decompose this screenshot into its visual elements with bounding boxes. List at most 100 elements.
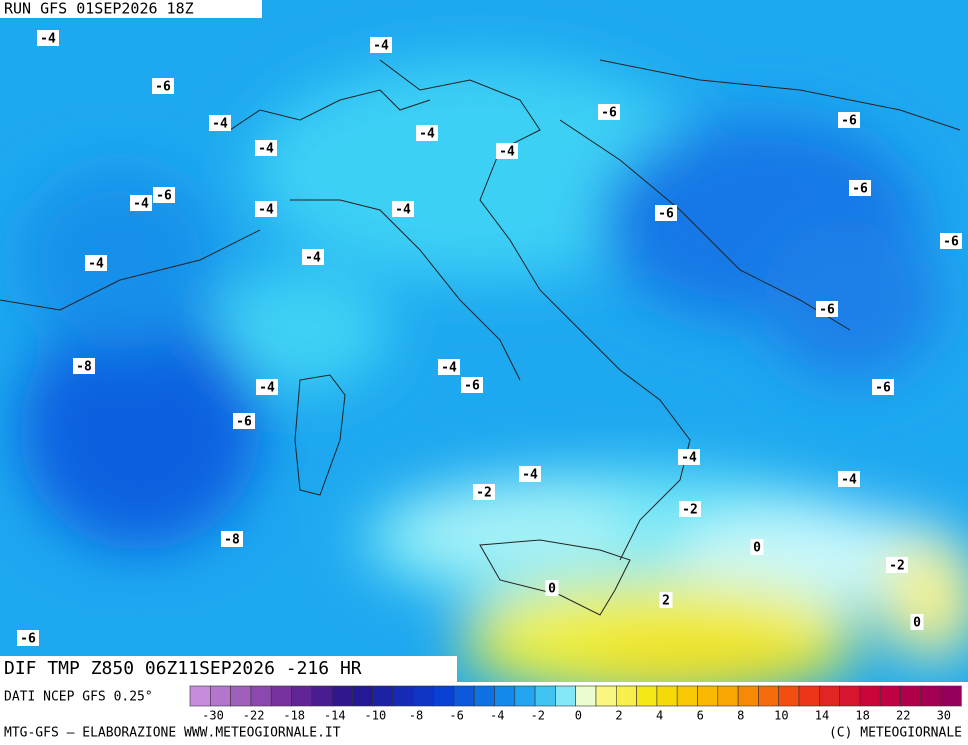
contour-label: -4 bbox=[681, 451, 697, 466]
contour-label: -4 bbox=[499, 145, 515, 160]
contour-label: -4 bbox=[419, 127, 435, 142]
contour-label-box bbox=[255, 140, 277, 156]
contour-label: -4 bbox=[40, 32, 56, 47]
contour-label: 0 bbox=[548, 582, 556, 597]
contour-label-box bbox=[370, 37, 392, 53]
colorbar-swatch bbox=[372, 685, 394, 707]
contour-label-box bbox=[496, 143, 518, 159]
colorbar-swatch bbox=[210, 685, 231, 707]
contour-label-box bbox=[233, 413, 255, 429]
colorbar-label: 10 bbox=[774, 709, 788, 723]
contour-label-box bbox=[598, 104, 620, 120]
contour-label: -4 bbox=[841, 473, 857, 488]
contour-label-box bbox=[678, 449, 700, 465]
contour-label: -6 bbox=[658, 207, 674, 222]
contour-label: -4 bbox=[258, 142, 274, 157]
colorbar-label: -2 bbox=[531, 709, 545, 723]
colorbar-label: -10 bbox=[365, 709, 387, 723]
colorbar-swatch bbox=[189, 685, 211, 707]
contour-labels: -4 -4 -6 -4 -4 -6 -6 -4 -4 -6 -4 -4 -4 -6 -6 -6 -4 -4 -6 -8… bbox=[17, 30, 962, 647]
contour-label-box bbox=[302, 249, 324, 265]
contour-label-box bbox=[655, 205, 677, 221]
contour-label: -8 bbox=[224, 533, 240, 548]
colorbar-label: 0 bbox=[575, 709, 582, 723]
contour-label: -6 bbox=[852, 182, 868, 197]
colorbar-label: 14 bbox=[815, 709, 829, 723]
contour-label: -2 bbox=[476, 486, 492, 501]
contour-label-box bbox=[849, 180, 871, 196]
contour-label: -4 bbox=[522, 468, 538, 483]
contour-label: -6 bbox=[464, 379, 480, 394]
contour-label-box bbox=[940, 233, 962, 249]
colorbar-label: -30 bbox=[202, 709, 224, 723]
contour-label: -6 bbox=[841, 114, 857, 129]
colorbar: -30 -22 -18 -14 -10 -8 -6 -4 -2 0 2 4 6 8 10 14 18 22 30 bbox=[189, 685, 962, 723]
contour-label: -6 bbox=[236, 415, 252, 430]
contour-label-box bbox=[838, 471, 860, 487]
colorbar-label: -6 bbox=[449, 709, 463, 723]
contour-label: -6 bbox=[601, 106, 617, 121]
contour-label-box bbox=[872, 379, 894, 395]
colorbar-swatch bbox=[656, 685, 678, 707]
colorbar-swatch bbox=[818, 685, 840, 707]
contour-label: -4 bbox=[133, 197, 149, 212]
contour-label: -4 bbox=[441, 361, 457, 376]
contour-label: -6 bbox=[156, 189, 172, 204]
colorbar-swatch bbox=[737, 685, 759, 707]
colorbar-swatch bbox=[636, 685, 658, 707]
colorbar-label: 6 bbox=[697, 709, 704, 723]
colorbar-swatch bbox=[311, 685, 333, 707]
colorbar-swatch bbox=[230, 685, 252, 707]
colorbar-swatch bbox=[879, 685, 901, 707]
contour-label: -6 bbox=[20, 632, 36, 647]
colorbar-swatch bbox=[595, 685, 617, 707]
contour-label: -2 bbox=[889, 559, 905, 574]
colorbar-swatch bbox=[473, 685, 495, 707]
temperature-field bbox=[0, 0, 968, 682]
colorbar-swatch bbox=[900, 685, 922, 707]
contour-label: -4 bbox=[212, 117, 228, 132]
colorbar-label: -14 bbox=[324, 709, 346, 723]
contour-label-box bbox=[256, 379, 278, 395]
contour-label-box bbox=[438, 359, 460, 375]
contour-label-box bbox=[73, 358, 95, 374]
colorbar-swatch bbox=[758, 685, 780, 707]
map-title: DIF TMP Z850 06Z11SEP2026 -216 HR bbox=[4, 658, 362, 679]
contour-label: -6 bbox=[943, 235, 959, 250]
contour-label-box bbox=[152, 78, 174, 94]
colorbar-swatch bbox=[920, 685, 942, 707]
contour-label: 2 bbox=[662, 594, 670, 609]
colorbar-label: -18 bbox=[283, 709, 305, 723]
colorbar-swatch bbox=[270, 685, 292, 707]
colorbar-label: -4 bbox=[490, 709, 504, 723]
contour-label: -6 bbox=[875, 381, 891, 396]
contour-label: -4 bbox=[88, 257, 104, 272]
contour-label-box bbox=[545, 580, 559, 596]
run-label: RUN GFS 01SEP2026 18Z bbox=[4, 0, 194, 18]
contour-label-box bbox=[461, 377, 483, 393]
data-source: DATI NCEP GFS 0.25° bbox=[4, 690, 153, 705]
contour-label-box bbox=[255, 201, 277, 217]
contour-label: -4 bbox=[258, 203, 274, 218]
contour-label: 0 bbox=[913, 616, 921, 631]
colorbar-swatch bbox=[433, 685, 455, 707]
colorbar-swatch bbox=[494, 685, 516, 707]
colorbar-label: 2 bbox=[615, 709, 622, 723]
colorbar-swatch bbox=[331, 685, 353, 707]
contour-label: -2 bbox=[682, 503, 698, 518]
colorbar-swatch bbox=[412, 685, 434, 707]
contour-label-box bbox=[659, 592, 673, 608]
contour-label-box bbox=[473, 484, 495, 500]
contour-label-box bbox=[17, 630, 39, 646]
credit: MTG-GFS – ELABORAZIONE WWW.METEOGIORNALE… bbox=[4, 726, 341, 741]
contour-label-box bbox=[519, 466, 541, 482]
header-box bbox=[0, 0, 262, 18]
colorbar-swatch bbox=[514, 685, 536, 707]
colorbar-label: -8 bbox=[409, 709, 423, 723]
contour-label-box bbox=[153, 187, 175, 203]
contour-label: -4 bbox=[305, 251, 321, 266]
colorbar-swatch bbox=[940, 685, 962, 707]
contour-label-box bbox=[85, 255, 107, 271]
colorbar-label: 4 bbox=[656, 709, 663, 723]
